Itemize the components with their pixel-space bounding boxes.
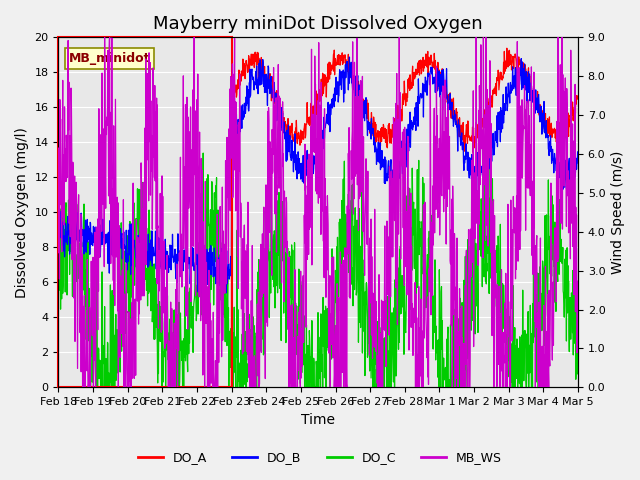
Legend: DO_A, DO_B, DO_C, MB_WS: DO_A, DO_B, DO_C, MB_WS xyxy=(133,446,507,469)
Y-axis label: Dissolved Oxygen (mg/l): Dissolved Oxygen (mg/l) xyxy=(15,127,29,298)
Text: MB_minidot: MB_minidot xyxy=(68,52,150,65)
Title: Mayberry miniDot Dissolved Oxygen: Mayberry miniDot Dissolved Oxygen xyxy=(154,15,483,33)
Y-axis label: Wind Speed (m/s): Wind Speed (m/s) xyxy=(611,151,625,274)
Bar xyxy=(58,37,232,387)
X-axis label: Time: Time xyxy=(301,413,335,427)
